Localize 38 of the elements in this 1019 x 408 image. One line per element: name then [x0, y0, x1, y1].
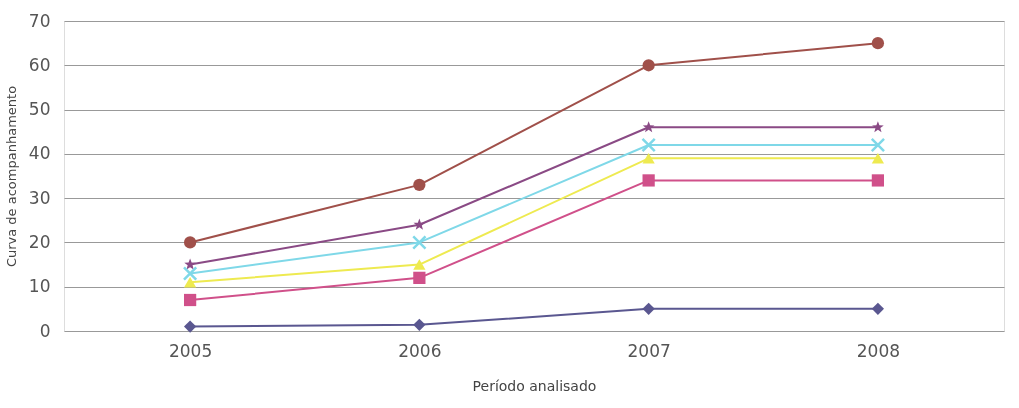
- y-tick-label: 20: [28, 231, 51, 252]
- x-tick-label: 2008: [856, 340, 901, 361]
- y-tick-label: 30: [28, 187, 51, 208]
- point: [642, 302, 655, 315]
- point: [871, 37, 885, 50]
- point: [870, 137, 886, 153]
- x-tick-label: 2006: [398, 340, 442, 361]
- point: [642, 121, 655, 133]
- point: [413, 178, 426, 191]
- y-tick-label: 40: [28, 143, 51, 164]
- point: [871, 152, 885, 164]
- point: [183, 293, 197, 307]
- y-tick-label: 70: [28, 10, 51, 31]
- point: [413, 259, 426, 270]
- point: [183, 276, 197, 288]
- point: [641, 137, 657, 153]
- y-tick-label: 0: [39, 320, 51, 341]
- point: [872, 121, 884, 133]
- x-tick-label: 2005: [168, 340, 213, 361]
- point: [413, 218, 426, 230]
- point: [184, 258, 196, 270]
- point: [642, 174, 655, 187]
- y-axis-title: Curva de acompanhamento: [3, 85, 19, 268]
- point: [871, 302, 885, 315]
- point: [183, 236, 197, 249]
- point: [183, 320, 197, 333]
- point: [871, 174, 885, 187]
- y-tick-label: 50: [28, 99, 51, 120]
- point: [413, 318, 426, 331]
- y-tick-label: 60: [28, 54, 51, 75]
- point: [182, 266, 198, 281]
- point: [642, 152, 655, 164]
- x-tick-label: 2007: [627, 340, 671, 361]
- point: [411, 235, 427, 250]
- y-tick-label: 10: [28, 276, 51, 297]
- point: [413, 271, 426, 284]
- x-axis-title: Período analisado: [472, 377, 597, 394]
- point: [642, 59, 655, 72]
